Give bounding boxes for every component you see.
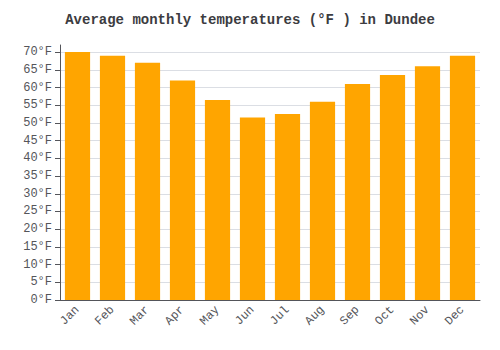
svg-text:0°F: 0°F	[30, 293, 52, 307]
svg-text:Apr: Apr	[162, 303, 187, 328]
svg-text:55°F: 55°F	[23, 98, 52, 112]
svg-text:25°F: 25°F	[23, 204, 52, 218]
svg-text:Feb: Feb	[92, 303, 117, 328]
svg-text:Sep: Sep	[337, 303, 362, 328]
svg-text:60°F: 60°F	[23, 81, 52, 95]
svg-text:Mar: Mar	[127, 303, 152, 328]
svg-text:Average monthly temperatures (: Average monthly temperatures (°F ) in Du…	[65, 12, 435, 28]
svg-text:Jan: Jan	[57, 303, 82, 328]
svg-text:15°F: 15°F	[23, 240, 52, 254]
svg-text:Aug: Aug	[302, 303, 327, 328]
svg-text:40°F: 40°F	[23, 151, 52, 165]
svg-text:Nov: Nov	[407, 303, 432, 328]
svg-text:Jul: Jul	[267, 303, 292, 328]
svg-text:May: May	[197, 303, 222, 328]
svg-text:50°F: 50°F	[23, 116, 52, 130]
svg-text:65°F: 65°F	[23, 63, 52, 77]
svg-text:30°F: 30°F	[23, 187, 52, 201]
svg-text:10°F: 10°F	[23, 258, 52, 272]
svg-text:45°F: 45°F	[23, 134, 52, 148]
svg-text:5°F: 5°F	[30, 275, 52, 289]
svg-text:Jun: Jun	[232, 303, 257, 328]
svg-text:35°F: 35°F	[23, 169, 52, 183]
svg-text:Oct: Oct	[372, 303, 397, 328]
svg-text:Dec: Dec	[442, 303, 467, 328]
svg-text:20°F: 20°F	[23, 222, 52, 236]
svg-text:70°F: 70°F	[23, 45, 52, 59]
